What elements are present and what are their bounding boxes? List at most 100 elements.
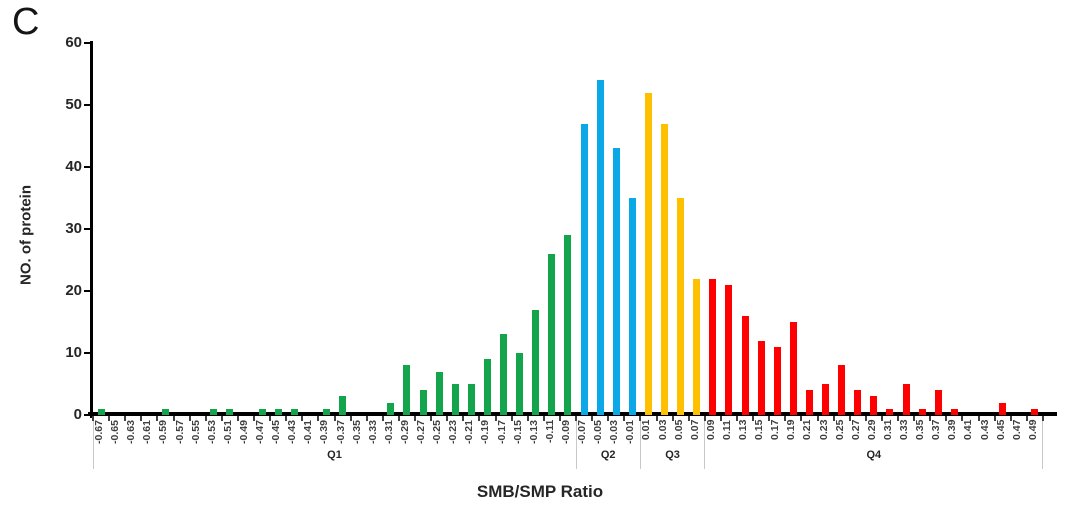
x-tick-label: -0.07 [576,420,589,444]
x-tick-label: 0.47 [1010,420,1023,441]
x-axis-tick [510,416,513,421]
x-tick-label: -0.37 [334,420,347,444]
y-tick-label: 50 [65,96,82,113]
y-tick-label: 60 [65,34,82,51]
x-axis-tick [317,416,320,421]
x-tick-label: -0.59 [157,420,170,444]
y-axis-tick [84,42,90,44]
x-tick-label: -0.21 [463,420,476,444]
bar-0.33 [902,384,910,415]
x-tick-label: -0.05 [592,420,605,444]
bar--0.29 [403,365,411,415]
bar--0.27 [419,390,427,415]
bar--0.23 [451,384,459,415]
x-axis-tick [204,416,207,421]
x-tick-label: -0.29 [398,420,411,444]
group-divider [575,417,577,469]
x-tick-label: -0.47 [254,420,267,444]
x-tick-label: 0.41 [962,420,975,441]
bar--0.07 [580,123,588,415]
x-axis-tick [526,416,529,421]
y-tick-label: 10 [65,344,82,361]
x-tick-label: 0.17 [769,420,782,441]
x-tick-label: 0.05 [672,420,685,441]
bar--0.21 [467,384,475,415]
group-divider [92,417,94,469]
x-tick-label: -0.65 [109,420,122,444]
x-tick-label: -0.03 [608,420,621,444]
bar-0.17 [773,346,781,415]
x-tick-label: 0.39 [946,420,959,441]
x-axis-tick [236,416,239,421]
x-tick-label: 0.01 [640,420,653,441]
y-axis-tick [84,290,90,292]
x-axis-tick [816,416,819,421]
x-axis-tick [285,416,288,421]
group-label-q2: Q2 [600,449,616,461]
x-axis-tick [478,416,481,421]
bar--0.45 [274,408,282,415]
y-tick-label: 0 [73,406,82,423]
bar--0.31 [387,402,395,415]
x-axis-tick [124,416,127,421]
x-tick-label: -0.45 [270,420,283,444]
x-axis-tick [864,416,867,421]
x-axis-tick [607,416,610,421]
x-tick-label: -0.61 [141,420,154,444]
group-divider [1042,417,1044,469]
x-axis-tick [430,416,433,421]
x-axis-tick [253,416,255,421]
bar-0.45 [999,402,1007,415]
bar-0.49 [1031,408,1039,415]
y-axis-tick [84,352,90,354]
y-axis-title: NO. of protein [17,185,35,285]
y-tick-label: 20 [65,282,82,299]
x-tick-label: -0.27 [415,420,428,444]
x-tick-label: -0.57 [173,420,186,444]
x-axis-tick [1009,416,1012,421]
y-axis-tick [84,414,90,416]
x-axis-tick [269,416,272,421]
x-tick-label: 0.35 [914,420,927,441]
x-axis-tick [993,416,996,421]
bar--0.09 [564,235,572,415]
x-tick-label: 0.15 [753,420,766,441]
bar-0.09 [709,278,717,415]
x-axis-tick [655,416,658,421]
x-tick-label: -0.13 [527,420,540,444]
x-tick-label: 0.33 [898,420,911,441]
bar--0.37 [339,396,347,415]
x-axis-title: SMB/SMP Ratio [476,482,604,501]
x-axis-tick [188,416,191,421]
x-tick-label: 0.37 [930,420,943,441]
x-tick-label: 0.21 [801,420,814,441]
bar--0.43 [290,408,298,415]
x-tick-label: -0.15 [511,420,524,444]
bar--0.19 [483,359,491,415]
bar--0.39 [322,408,330,415]
bar-0.01 [644,92,652,415]
x-tick-label: 0.43 [978,420,991,441]
group-divider [639,417,641,469]
bar--0.13 [532,309,540,415]
x-tick-label: 0.07 [688,420,701,441]
x-axis-tick [880,416,883,421]
x-axis-tick [108,416,111,421]
group-label-q4: Q4 [866,449,882,461]
x-axis-tick [1041,416,1044,421]
x-tick-label: 0.13 [737,420,750,441]
x-axis-tick [703,416,706,421]
bar--0.67 [97,408,105,415]
y-axis-tick [84,228,90,230]
bar--0.11 [548,253,556,415]
x-tick-label: -0.43 [286,420,299,444]
x-axis-tick [172,416,175,421]
bar--0.25 [435,371,443,415]
x-axis-tick [671,416,674,421]
panel-label: C [12,1,40,43]
x-tick-label: -0.23 [447,420,460,444]
x-axis-tick [752,416,755,421]
x-axis-tick [591,416,594,421]
x-tick-label: 0.11 [720,420,733,440]
x-tick-label: -0.19 [479,420,492,444]
